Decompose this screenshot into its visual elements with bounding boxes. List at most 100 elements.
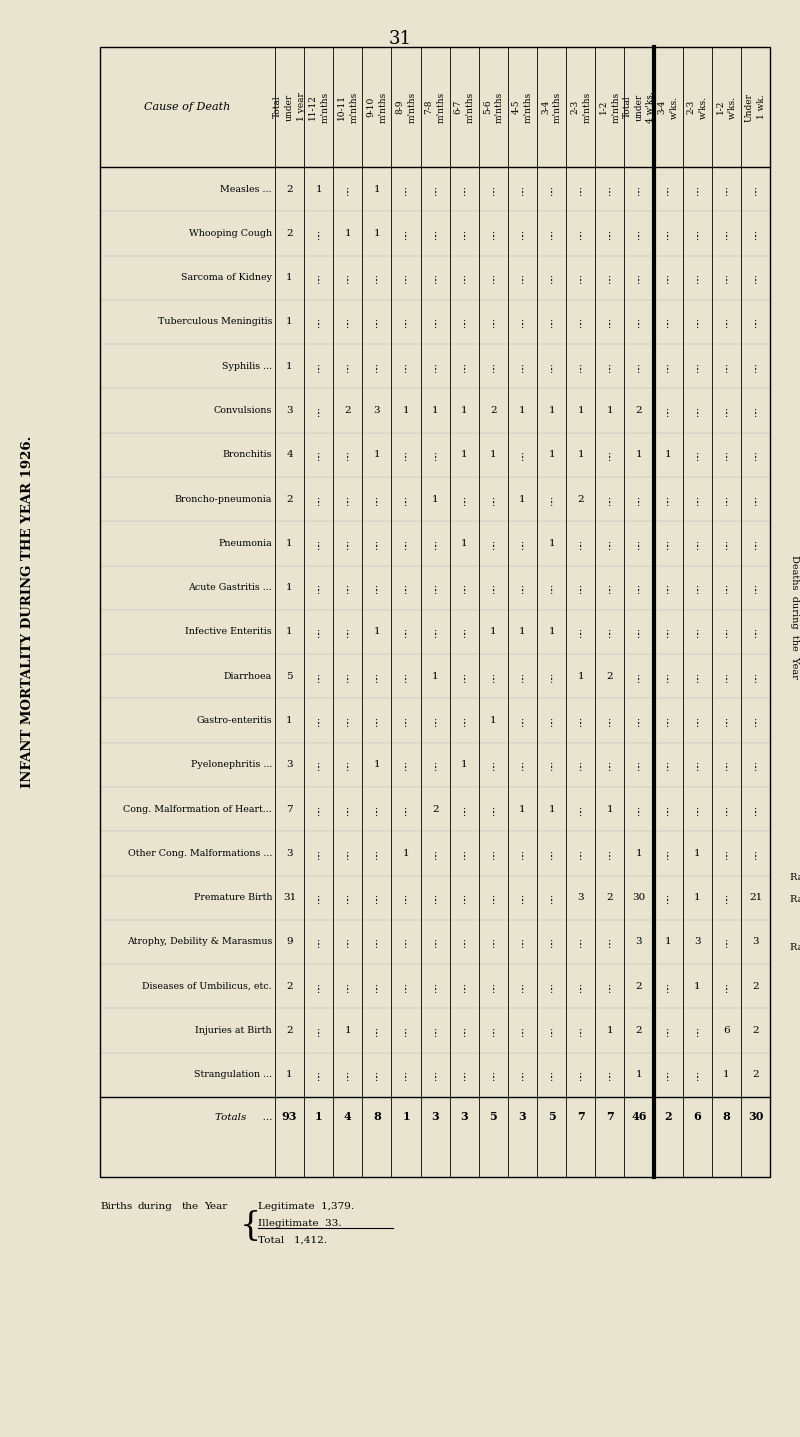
- Text: :: :: [492, 184, 495, 194]
- Text: :: :: [608, 583, 611, 592]
- Text: :: :: [405, 362, 408, 371]
- Text: :: :: [638, 583, 641, 592]
- Text: :: :: [462, 805, 466, 813]
- Text: :: :: [725, 450, 728, 460]
- Text: :: :: [666, 1071, 670, 1079]
- Text: :: :: [550, 188, 554, 198]
- Text: :: :: [346, 937, 350, 947]
- Text: Convulsions: Convulsions: [214, 407, 272, 415]
- Text: Pneumonia: Pneumonia: [218, 539, 272, 547]
- Text: :: :: [346, 322, 350, 331]
- Text: :: :: [725, 716, 728, 726]
- Text: 1: 1: [723, 1071, 730, 1079]
- Text: m'nths: m'nths: [524, 92, 533, 122]
- Text: :: :: [550, 720, 554, 729]
- Text: :: :: [375, 273, 378, 282]
- Text: Under: Under: [745, 92, 754, 122]
- Text: :: :: [317, 1071, 320, 1079]
- Text: 3: 3: [636, 937, 642, 947]
- Text: :: :: [579, 277, 582, 286]
- Text: :: :: [492, 937, 495, 947]
- Text: :: :: [375, 675, 378, 685]
- Text: :: :: [638, 671, 641, 681]
- Text: :: :: [521, 277, 524, 286]
- Text: :: :: [579, 1026, 582, 1035]
- Text: :: :: [521, 1030, 524, 1039]
- Text: :: :: [638, 499, 641, 507]
- Text: :: :: [346, 716, 350, 726]
- Text: :: :: [666, 716, 670, 726]
- Text: :: :: [754, 318, 757, 326]
- Text: :: :: [754, 277, 757, 286]
- Text: :: :: [405, 318, 408, 326]
- Text: :: :: [754, 450, 757, 460]
- Bar: [100, 47, 770, 1177]
- Text: :: :: [754, 854, 757, 862]
- Text: :: :: [405, 450, 408, 460]
- Text: 10-11: 10-11: [338, 93, 346, 121]
- Text: :: :: [608, 1075, 611, 1083]
- Text: :: :: [550, 716, 554, 726]
- Text: :: :: [317, 716, 320, 726]
- Text: :: :: [725, 539, 728, 547]
- Text: :: :: [725, 628, 728, 637]
- Text: 1: 1: [286, 628, 293, 637]
- Text: :: :: [521, 1071, 524, 1079]
- Text: 3: 3: [286, 760, 293, 769]
- Text: :: :: [725, 760, 728, 769]
- Text: :: :: [317, 410, 320, 420]
- Text: :: :: [375, 805, 378, 813]
- Text: :: :: [725, 981, 728, 990]
- Text: :: :: [666, 986, 670, 994]
- Text: :: :: [521, 318, 524, 326]
- Text: :: :: [550, 362, 554, 371]
- Text: :: :: [346, 273, 350, 282]
- Text: :: :: [550, 184, 554, 194]
- Text: :: :: [725, 675, 728, 685]
- Text: :: :: [695, 588, 699, 596]
- Text: :: :: [754, 454, 757, 463]
- Text: 8: 8: [722, 1111, 730, 1122]
- Text: :: :: [579, 986, 582, 994]
- Text: :: :: [405, 277, 408, 286]
- Text: :: :: [492, 986, 495, 994]
- Text: :: :: [462, 499, 466, 507]
- Text: :: :: [725, 809, 728, 818]
- Text: :: :: [462, 1075, 466, 1083]
- Text: 1: 1: [519, 494, 526, 503]
- Text: :: :: [492, 362, 495, 371]
- Text: 93: 93: [282, 1111, 298, 1122]
- Text: :: :: [521, 588, 524, 596]
- Text: :: :: [521, 454, 524, 463]
- Text: :: :: [317, 494, 320, 503]
- Text: :: :: [521, 362, 524, 371]
- Text: :: :: [434, 764, 437, 773]
- Text: :: :: [405, 941, 408, 950]
- Text: 2: 2: [752, 1071, 758, 1079]
- Text: :: :: [579, 1030, 582, 1039]
- Text: 5: 5: [490, 1111, 498, 1122]
- Text: :: :: [550, 1071, 554, 1079]
- Text: 1: 1: [315, 184, 322, 194]
- Text: :: :: [405, 986, 408, 994]
- Text: :: :: [550, 273, 554, 282]
- Text: :: :: [405, 188, 408, 198]
- Text: :: :: [725, 184, 728, 194]
- Text: :: :: [608, 277, 611, 286]
- Text: 1: 1: [432, 407, 438, 415]
- Text: :: :: [608, 1071, 611, 1079]
- Text: :: :: [725, 499, 728, 507]
- Text: :: :: [346, 318, 350, 326]
- Text: :: :: [579, 1071, 582, 1079]
- Text: 2: 2: [286, 184, 293, 194]
- Text: 1: 1: [374, 228, 380, 239]
- Text: :: :: [579, 583, 582, 592]
- Text: :: :: [317, 233, 320, 241]
- Text: :: :: [434, 184, 437, 194]
- Text: :: :: [317, 583, 320, 592]
- Text: :: :: [521, 764, 524, 773]
- Text: INFANT MORTALITY DURING THE YEAR 1926.: INFANT MORTALITY DURING THE YEAR 1926.: [22, 435, 34, 787]
- Text: :: :: [317, 228, 320, 239]
- Text: :: :: [754, 583, 757, 592]
- Text: :: :: [405, 583, 408, 592]
